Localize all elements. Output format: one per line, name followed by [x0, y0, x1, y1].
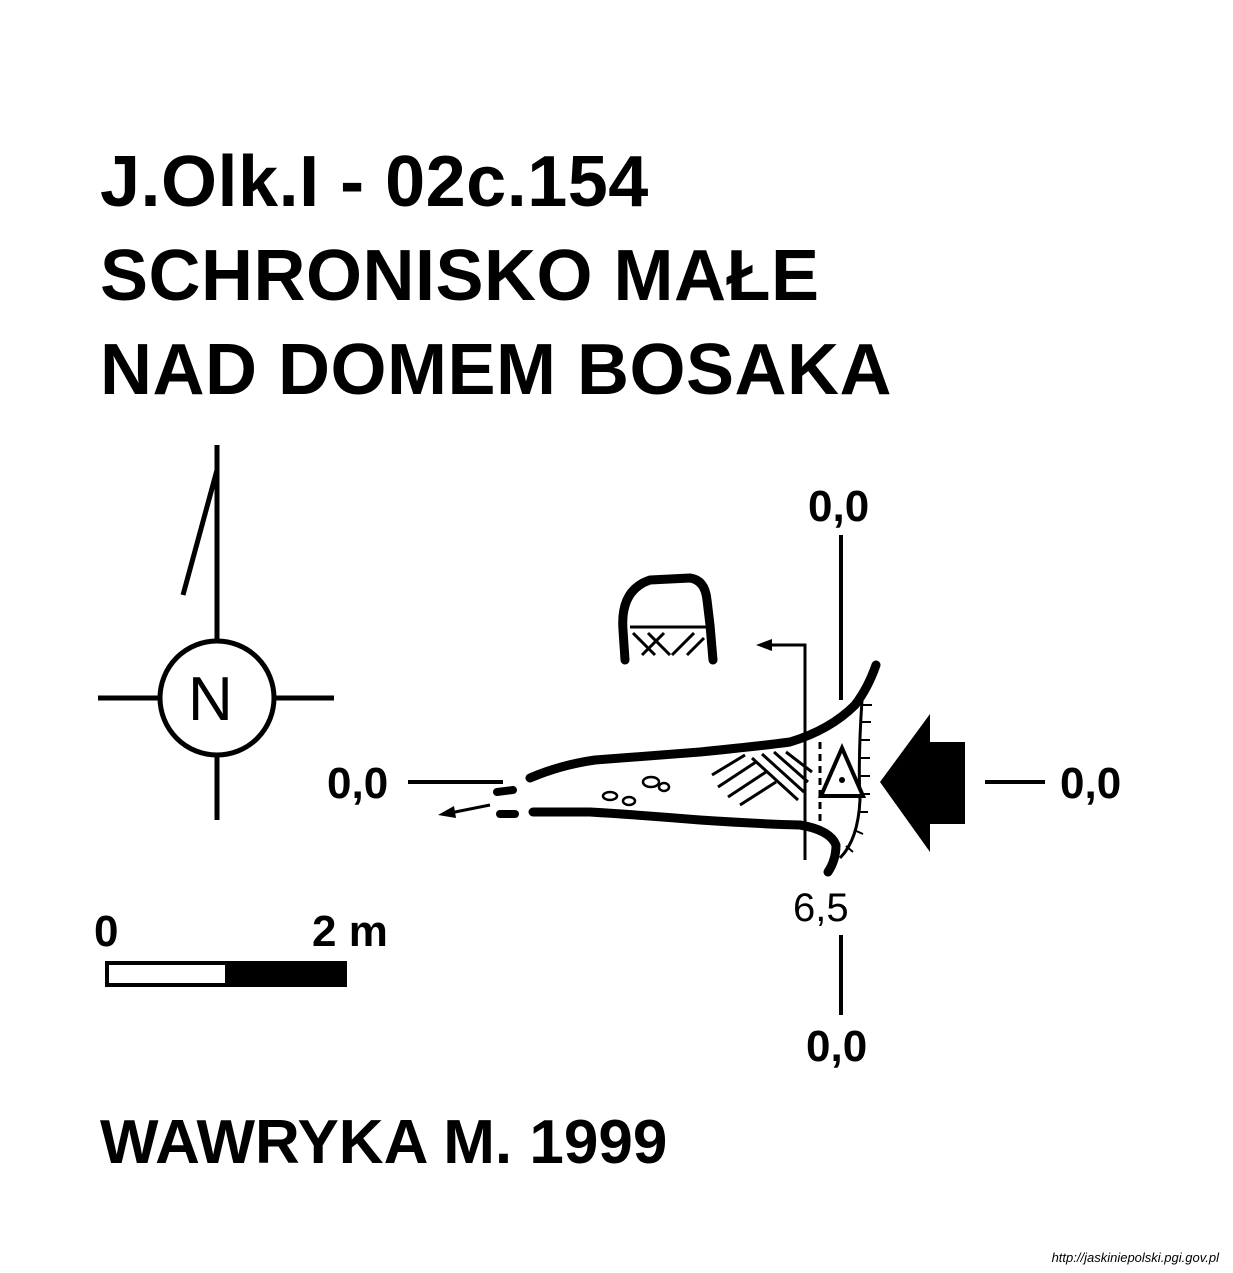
- cave-id-title: J.Olk.I - 02c.154: [100, 142, 649, 222]
- section-label-right: 0,0: [1060, 759, 1122, 808]
- entrance-arrow-icon: [880, 714, 965, 852]
- cave-plan: [438, 660, 881, 877]
- section-label-top: 0,0: [808, 482, 870, 531]
- compass-north-letter: N: [188, 665, 233, 734]
- source-url: http://jaskiniepolski.pgi.gov.pl: [1051, 1250, 1219, 1265]
- scale-end-label: 2 m: [312, 907, 388, 956]
- profile-cut-marker: [756, 639, 807, 860]
- cave-name-line-1: SCHRONISKO MAŁE: [100, 236, 820, 316]
- section-label-bottom: 0,0: [806, 1022, 868, 1071]
- author-credit: WAWRYKA M. 1999: [100, 1108, 668, 1177]
- section-label-left: 0,0: [327, 759, 389, 808]
- depth-label: 6,5: [793, 886, 849, 930]
- cave-name-line-2: NAD DOMEM BOSAKA: [100, 330, 892, 410]
- scale-bar: [105, 961, 347, 987]
- north-arrow-icon: [98, 445, 334, 820]
- scale-start-label: 0: [94, 907, 119, 956]
- cross-section-profile: [618, 573, 718, 665]
